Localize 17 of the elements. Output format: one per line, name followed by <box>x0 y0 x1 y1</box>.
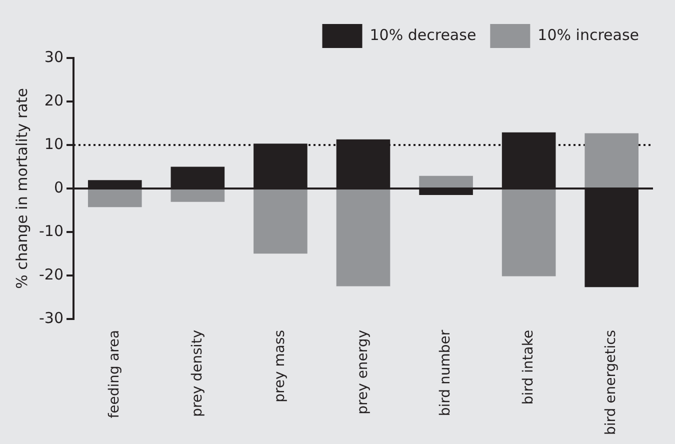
y-axis-title: % change in mortality rate <box>12 88 31 289</box>
x-tick-label: prey mass <box>272 330 288 402</box>
x-tick-label: bird number <box>438 330 454 416</box>
y-tick-label: 10 <box>44 134 64 153</box>
y-tick-label: 30 <box>44 48 64 66</box>
x-tick-label: bird energetics <box>603 330 620 436</box>
y-tick-label: 20 <box>44 91 64 110</box>
x-tick-label: feeding area <box>106 330 123 418</box>
x-tick-label: bird intake <box>520 330 536 405</box>
x-tick-label: prey energy <box>354 330 371 414</box>
y-tick-label: 0 <box>54 178 64 196</box>
legend-label: 10% decrease <box>370 26 476 44</box>
y-tick-label: -20 <box>39 265 64 284</box>
y-tick-label: -30 <box>39 308 64 327</box>
y-tick-label: -10 <box>39 222 64 240</box>
x-tick-label: prey density <box>189 330 206 417</box>
legend-label: 10% increase <box>538 26 640 44</box>
